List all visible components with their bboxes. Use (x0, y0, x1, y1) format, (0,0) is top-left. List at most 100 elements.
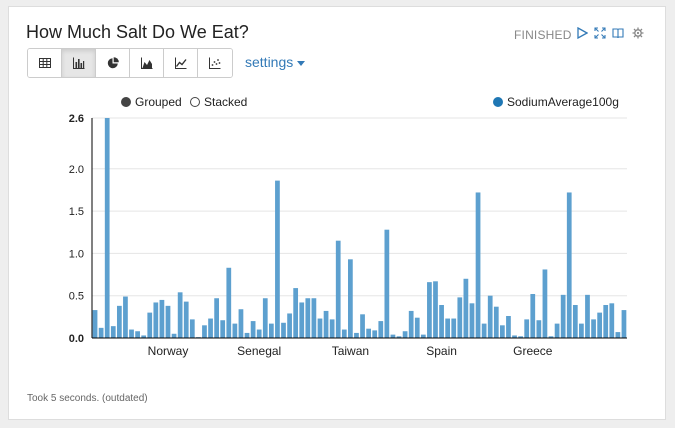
bar[interactable] (554, 323, 560, 338)
bar[interactable] (244, 332, 250, 338)
bar[interactable] (463, 278, 469, 338)
bar[interactable] (323, 310, 329, 338)
bar[interactable] (348, 259, 353, 338)
bar[interactable] (220, 320, 226, 338)
bar[interactable] (116, 305, 122, 338)
bar[interactable] (183, 301, 189, 338)
bar[interactable] (500, 325, 505, 338)
bar[interactable] (451, 318, 457, 338)
bar[interactable] (439, 305, 444, 338)
bar[interactable] (123, 296, 128, 338)
bar[interactable] (202, 325, 207, 338)
bar[interactable] (542, 269, 548, 338)
bar[interactable] (317, 318, 323, 338)
bar[interactable] (615, 332, 621, 338)
bar[interactable] (378, 321, 384, 338)
bar[interactable] (341, 329, 347, 338)
bar[interactable] (104, 118, 110, 338)
expand-icon[interactable] (594, 27, 606, 39)
bar[interactable] (433, 281, 438, 338)
settings-dropdown[interactable]: settings (245, 54, 306, 70)
stacked-toggle[interactable]: Stacked (190, 95, 247, 109)
bar[interactable] (226, 267, 232, 338)
bar[interactable] (275, 180, 280, 338)
bar[interactable] (560, 294, 566, 338)
bar[interactable] (256, 329, 262, 338)
gear-icon[interactable] (632, 27, 644, 39)
area-chart-view-button[interactable] (130, 49, 164, 77)
bar[interactable] (329, 319, 335, 338)
bar[interactable] (299, 302, 305, 338)
bar[interactable] (177, 292, 183, 338)
bar[interactable] (548, 336, 554, 338)
bar[interactable] (171, 333, 177, 338)
bar[interactable] (597, 312, 603, 338)
bar[interactable] (110, 326, 116, 338)
bar[interactable] (609, 303, 615, 338)
bar[interactable] (445, 318, 451, 338)
bar-chart-view-button[interactable] (62, 49, 96, 77)
bar[interactable] (518, 336, 523, 338)
bar[interactable] (524, 319, 530, 338)
bar[interactable] (384, 229, 390, 338)
series-legend-item[interactable]: SodiumAverage100g (493, 95, 619, 109)
bar[interactable] (506, 316, 511, 338)
run-icon[interactable] (576, 27, 588, 39)
bar[interactable] (408, 310, 414, 338)
bar[interactable] (536, 320, 542, 338)
bar[interactable] (414, 317, 420, 338)
bar[interactable] (475, 192, 481, 338)
bar[interactable] (493, 306, 499, 338)
bar[interactable] (268, 323, 274, 338)
pie-chart-view-button[interactable] (96, 49, 130, 77)
bar[interactable] (585, 294, 590, 338)
bar[interactable] (603, 305, 609, 338)
bar[interactable] (98, 327, 104, 338)
bar[interactable] (262, 298, 268, 338)
paragraph-title[interactable]: How Much Salt Do We Eat? (26, 22, 249, 42)
bar[interactable] (390, 334, 396, 338)
bar[interactable] (232, 323, 238, 338)
bar[interactable] (335, 240, 341, 338)
bar[interactable] (189, 319, 195, 338)
bar[interactable] (372, 330, 378, 338)
bar[interactable] (165, 305, 171, 338)
bar[interactable] (457, 297, 463, 338)
bar[interactable] (153, 302, 159, 338)
bar[interactable] (287, 313, 292, 338)
bar[interactable] (512, 335, 517, 338)
bar[interactable] (469, 303, 475, 338)
grouped-toggle[interactable]: Grouped (121, 95, 182, 109)
bar[interactable] (579, 323, 584, 338)
bar[interactable] (92, 310, 98, 338)
bar[interactable] (311, 298, 317, 338)
bar[interactable] (354, 332, 359, 338)
bar[interactable] (208, 318, 213, 338)
bar[interactable] (487, 295, 493, 338)
bar[interactable] (420, 334, 426, 338)
line-chart-view-button[interactable] (164, 49, 198, 77)
bar[interactable] (402, 331, 408, 338)
bar[interactable] (159, 299, 165, 338)
bar[interactable] (305, 298, 311, 338)
bar[interactable] (293, 288, 299, 338)
bar[interactable] (366, 328, 371, 338)
bar[interactable] (360, 314, 365, 338)
bar[interactable] (147, 312, 153, 338)
bar[interactable] (250, 321, 256, 338)
bar[interactable] (135, 331, 140, 338)
bar[interactable] (530, 294, 536, 338)
bar[interactable] (572, 305, 578, 338)
bar[interactable] (214, 298, 219, 338)
bar[interactable] (481, 323, 487, 338)
scatter-chart-view-button[interactable] (198, 49, 232, 77)
bar[interactable] (427, 282, 432, 338)
bar[interactable] (396, 336, 402, 338)
bar[interactable] (591, 319, 596, 338)
bar[interactable] (281, 322, 286, 338)
table-view-button[interactable] (28, 49, 62, 77)
bar[interactable] (621, 310, 627, 338)
bar[interactable] (566, 192, 572, 338)
bar[interactable] (238, 309, 244, 338)
book-icon[interactable] (612, 27, 624, 39)
